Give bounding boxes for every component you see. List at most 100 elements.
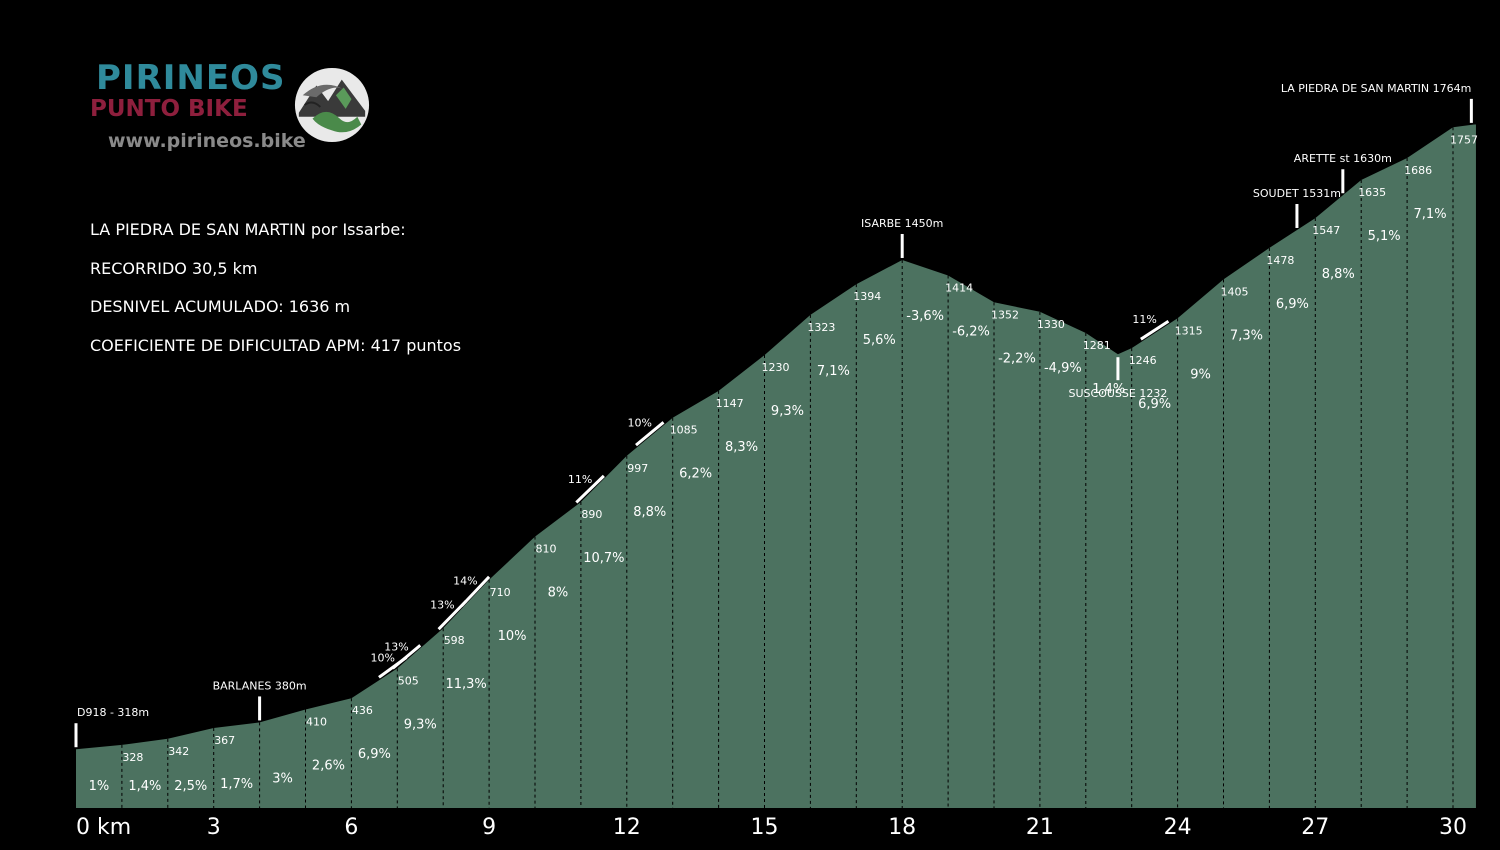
route-distance: RECORRIDO 30,5 km [90,258,258,278]
elevation-label: 1405 [1221,285,1249,298]
gradient-label: 8,8% [1322,267,1355,282]
gradient-label: 9% [1190,367,1211,382]
logo-website: www.pirineos.bike [108,130,306,152]
landmark-label: D918 - 318m [77,706,149,719]
elevation-label: 342 [168,745,189,758]
gradient-label: 8,8% [633,505,666,520]
gradient-label: 9,3% [404,717,437,732]
pirineos-bike-logo: PIRINEOS PUNTO BIKE www.pirineos.bike [88,58,388,158]
x-tick-label: 12 [613,815,641,840]
gradient-label: 8% [548,586,569,601]
x-tick-label: 24 [1164,815,1192,840]
steep-sections: 10%13%13%14%11%10%11% [370,313,1170,679]
gradient-label: 5,6% [863,333,896,348]
landmarks: D918 - 318m BARLANES 380m ISARBE 1450m SUSC… [74,82,1473,748]
steep-section-label: 10% [628,417,652,430]
elevation-label: 1352 [991,308,1019,321]
gradient-label: 7,3% [1230,328,1263,343]
elevation-label: 410 [306,715,327,728]
elevation-label: 505 [398,674,419,687]
route-difficulty: COEFICIENTE DE DIFICULTAD APM: 417 punto… [90,335,462,355]
elevation-label: 890 [581,508,602,521]
gradient-label: 7,1% [1414,207,1447,222]
gradient-label: 1,4% [1092,382,1125,397]
x-tick-label: 27 [1301,815,1329,840]
route-title: LA PIEDRA DE SAN MARTIN por Issarbe: [90,220,406,239]
elevation-label: 598 [444,634,465,647]
elevation-label: 436 [352,704,373,717]
elevation-label: 1246 [1129,354,1157,367]
elevation-label: 1085 [670,424,698,437]
steep-section-mark [575,474,605,504]
gradient-label: -6,2% [952,325,990,340]
elevation-label: 997 [627,462,648,475]
gradient-label: 1% [89,779,110,794]
gradient-label: -4,9% [1044,361,1082,376]
elevation-labels: 328 342 367 410 436 505 598 710 810 890 997 1085 114… [122,133,1478,764]
landmark-label: SOUDET 1531m [1253,187,1341,200]
elevation-label: 1281 [1083,339,1111,352]
elevation-label: 710 [490,586,511,599]
gradient-label: 8,3% [725,440,758,455]
gradient-label: 6,2% [679,467,712,482]
elevation-label: 1635 [1358,186,1386,199]
elevation-label: 1757 [1450,133,1478,146]
steep-section-label: 11% [568,473,592,486]
elevation-label: 1323 [807,321,835,334]
elevation-label: 1547 [1312,224,1340,237]
x-tick-label: 6 [344,815,358,840]
gradient-label: 9,3% [771,404,804,419]
logo-line-1: PIRINEOS [96,58,286,98]
gradient-label: 11,3% [445,677,486,692]
profile-area [76,124,1476,809]
elevation-label: 328 [122,751,143,764]
x-axis-ticks: 0 km 3 6 9 12 15 18 21 24 27 30 [76,815,1467,840]
gradient-labels: 1% 1,4% 2,5% 1,7% 3% 2,6% 6,9% 9,3% 11,3% 10% 8% 10… [89,207,1447,794]
landmark-label: SUSCOUSSE 1232 [1069,387,1168,400]
x-tick-label: 30 [1439,815,1467,840]
steep-section-mark [1140,320,1170,341]
x-tick-label: 15 [751,815,779,840]
elevation-label: 1414 [945,282,973,295]
elevation-label: 1394 [853,290,881,303]
gradient-label: 6,9% [1276,297,1309,312]
elevation-label: 367 [214,734,235,747]
landmark-label: ARETTE st 1630m [1294,152,1392,165]
gradient-label: -3,6% [906,309,944,324]
steep-section-label: 11% [1132,313,1156,326]
x-tick-label: 3 [207,815,221,840]
gradient-label: 1,7% [220,777,253,792]
gradient-label: 5,1% [1368,229,1401,244]
elevation-label: 810 [536,543,557,556]
gradient-label: 7,1% [817,364,850,379]
x-tick-label: 0 km [76,815,131,840]
elevation-label: 1478 [1266,254,1294,267]
gradient-label: 1,4% [128,779,161,794]
steep-section-mark [460,575,491,607]
gradient-label: 2,5% [174,779,207,794]
landmark-label: LA PIEDRA DE SAN MARTIN 1764m [1281,82,1472,95]
landmark-label: BARLANES 380m [213,679,307,692]
steep-section-label: 13% [430,599,454,612]
gradient-label: 3% [272,771,293,786]
elevation-label: 1230 [762,361,790,374]
elevation-label: 1147 [716,397,744,410]
gradient-label: 10,7% [583,551,624,566]
x-tick-label: 21 [1026,815,1054,840]
elevation-label: 1686 [1404,164,1432,177]
steep-section-label: 13% [384,640,408,653]
km-grid [121,127,1454,808]
steep-section-label: 10% [370,651,394,664]
gradient-label: 6,9% [1138,397,1171,412]
elevation-label: 1315 [1175,324,1203,337]
elevation-label: 1330 [1037,318,1065,331]
route-info: LA PIEDRA DE SAN MARTIN por Issarbe: REC… [90,220,461,374]
mountain-emblem-icon [294,67,370,143]
landmark-label: ISARBE 1450m [861,217,943,230]
logo-line-2: PUNTO BIKE [90,96,248,122]
steep-section-mark [635,421,665,447]
x-tick-label: 18 [888,815,916,840]
gradient-label: -2,2% [998,351,1036,366]
steep-section-label: 14% [453,574,477,587]
